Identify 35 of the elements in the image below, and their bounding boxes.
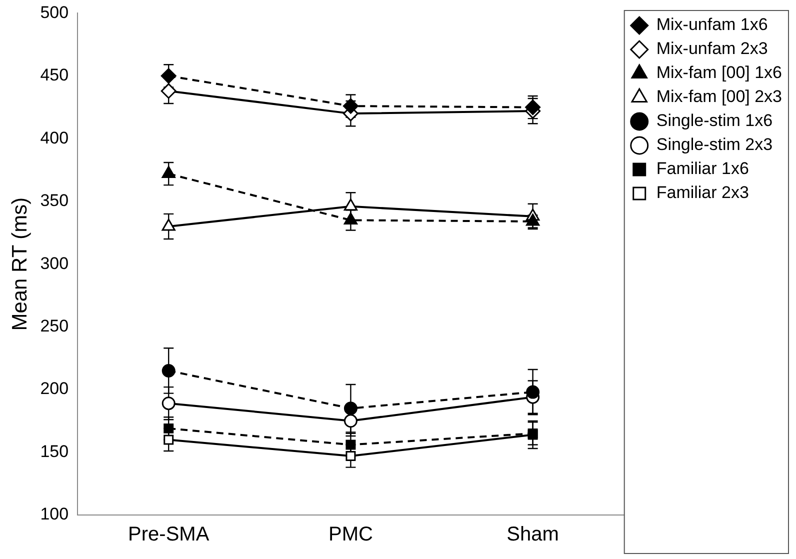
point	[346, 451, 356, 462]
legend-label: Familiar 1x6	[656, 159, 749, 178]
point	[164, 434, 174, 445]
point	[162, 166, 176, 178]
point	[525, 100, 541, 116]
y-tick-label: 300	[40, 254, 69, 273]
y-tick-label: 100	[40, 504, 69, 524]
legend-label: Mix-fam [00] 1x6	[656, 63, 782, 82]
point	[160, 83, 176, 99]
point	[526, 385, 540, 399]
legend-label: Mix-fam [00] 2x3	[656, 87, 782, 106]
y-tick-label: 400	[40, 128, 69, 148]
y-tick-label: 250	[40, 316, 69, 336]
y-tick-label: 350	[40, 191, 69, 210]
y-tick-label: 450	[40, 66, 69, 85]
legend-label: Single-stim 2x3	[656, 135, 773, 154]
x-tick-label: PMC	[328, 524, 373, 546]
y-tick-label: 150	[40, 442, 69, 461]
point	[346, 440, 356, 450]
legend-label: Mix-unfam 2x3	[656, 39, 768, 58]
y-tick-label: 200	[40, 379, 69, 398]
legend-label: Familiar 2x3	[656, 183, 749, 202]
point	[344, 402, 358, 416]
y-tick-label: 500	[40, 2, 69, 22]
x-tick-label: Pre-SMA	[128, 524, 210, 546]
point	[344, 414, 358, 428]
y-axis-title: Mean RT (ms)	[8, 197, 32, 331]
x-tick-label: Sham	[506, 524, 559, 546]
point	[160, 68, 176, 84]
point	[342, 98, 358, 114]
legend-label: Mix-unfam 1x6	[656, 15, 768, 34]
point	[164, 423, 174, 434]
legend-label: Single-stim 1x6	[656, 111, 773, 130]
point	[162, 364, 176, 378]
point	[162, 396, 176, 410]
